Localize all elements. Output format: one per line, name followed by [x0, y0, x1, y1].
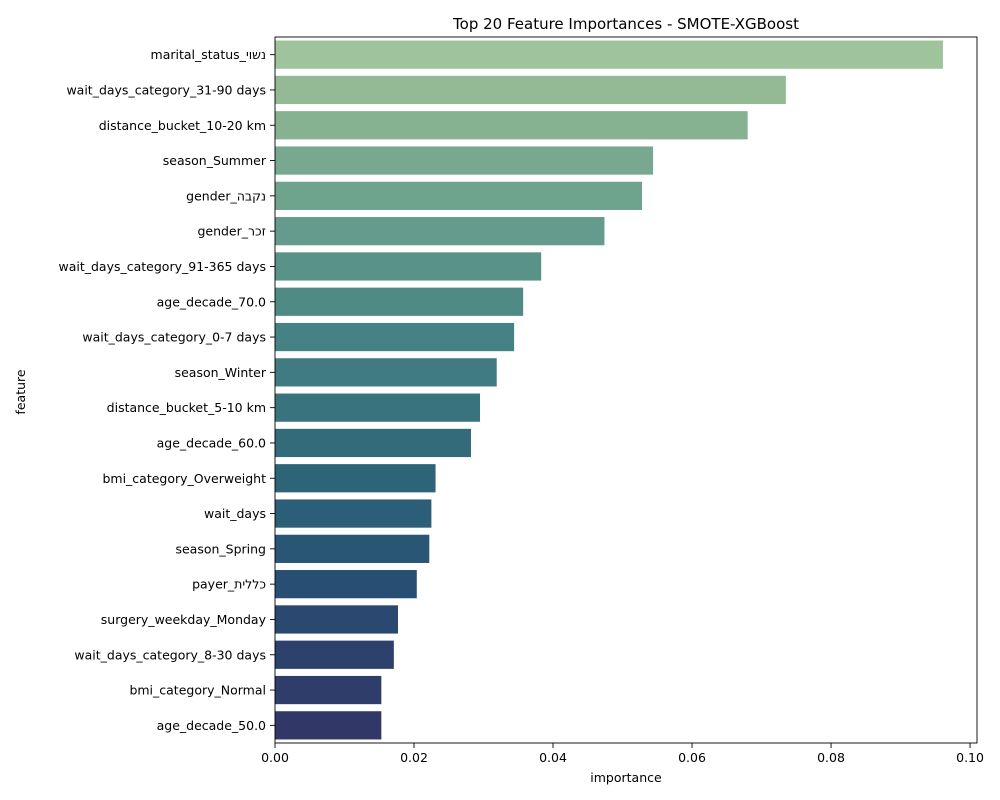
bar	[275, 287, 524, 316]
bar	[275, 640, 394, 669]
y-tick-label: wait_days	[204, 506, 266, 521]
x-tick-label: 0.10	[956, 750, 984, 765]
y-tick-label: season_Summer	[163, 153, 267, 168]
axes-frame	[274, 36, 978, 744]
bar	[275, 181, 642, 210]
y-tick-label: surgery_weekday_Monday	[101, 612, 267, 627]
bar	[275, 358, 497, 387]
y-tick-label: marital_status_נשוי	[151, 47, 266, 62]
bar	[275, 428, 471, 458]
y-tick-label: distance_bucket_5-10 km	[107, 400, 266, 415]
bar	[275, 252, 542, 281]
y-tick-label: season_Winter	[175, 365, 267, 380]
y-tick-label: bmi_category_Normal	[129, 683, 266, 698]
x-ticks: 0.00 0.02 0.04 0.06 0.08 0.10	[261, 743, 984, 765]
bars-layer	[275, 40, 943, 740]
bar	[275, 111, 748, 140]
x-axis-label: importance	[590, 770, 662, 785]
x-tick-label: 0.06	[678, 750, 706, 765]
y-tick-label: wait_days_category_31-90 days	[66, 82, 266, 97]
bar	[275, 40, 943, 69]
bar	[275, 146, 654, 175]
y-axis-label: feature	[13, 369, 28, 414]
bar	[275, 570, 417, 599]
y-tick-label: age_decade_50.0	[157, 718, 266, 733]
y-tick-label: payer_כללית	[192, 577, 266, 592]
x-tick-label: 0.00	[261, 750, 289, 765]
y-tick-label: wait_days_category_8-30 days	[74, 647, 266, 662]
y-tick-label: distance_bucket_10-20 km	[99, 118, 266, 133]
bar	[275, 75, 786, 105]
y-tick-label: age_decade_60.0	[157, 435, 266, 450]
bar	[275, 217, 605, 246]
bar	[275, 675, 382, 705]
bar	[275, 322, 515, 352]
bar	[275, 534, 430, 563]
bar	[275, 464, 436, 493]
y-tick-label: season_Spring	[175, 541, 266, 556]
y-tick-label: gender_זכר	[197, 224, 266, 239]
y-tick-label: gender_נקבה	[186, 188, 266, 203]
chart-title: Top 20 Feature Importances - SMOTE-XGBoo…	[452, 15, 799, 33]
x-tick-label: 0.08	[817, 750, 845, 765]
y-tick-labels: marital_status_נשוי wait_days_category_31…	[58, 47, 275, 733]
x-tick-label: 0.02	[400, 750, 428, 765]
y-tick-label: age_decade_70.0	[157, 294, 266, 309]
y-tick-label: wait_days_category_91-365 days	[58, 259, 266, 274]
x-tick-label: 0.04	[539, 750, 567, 765]
bar	[275, 393, 481, 422]
y-tick-label: bmi_category_Overweight	[102, 471, 266, 486]
bar	[275, 605, 399, 634]
y-tick-label: wait_days_category_0-7 days	[82, 330, 266, 345]
bar	[275, 499, 432, 528]
bar	[275, 711, 382, 740]
plot-frame	[274, 36, 978, 744]
